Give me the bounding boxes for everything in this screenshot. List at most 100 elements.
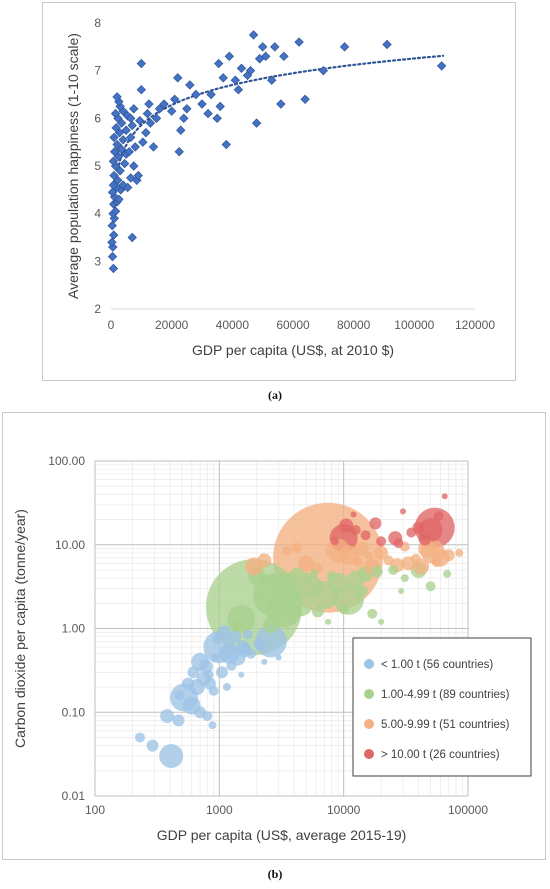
data-point [215, 101, 225, 112]
data-point [136, 85, 147, 95]
data-point [212, 113, 222, 124]
legend-label: > 10.00 t (26 countries) [381, 749, 500, 761]
data-point [130, 142, 140, 152]
y-tick-label: 100.00 [48, 454, 85, 468]
data-point [218, 73, 228, 83]
bubble-series-2 [300, 572, 313, 585]
bubble-series-3 [455, 548, 464, 557]
bubble-series-4 [393, 537, 404, 548]
data-point [151, 113, 162, 124]
data-point [179, 113, 189, 124]
data-point [112, 92, 122, 102]
bubble-series-1 [275, 654, 282, 661]
bubble-series-2 [338, 604, 349, 615]
bubble-series-1 [160, 709, 175, 724]
data-point [261, 51, 271, 62]
bubble-series-4 [350, 511, 357, 518]
legend-label: < 1.00 t (56 countries) [381, 659, 493, 671]
bubble-series-2 [398, 588, 405, 595]
legend-label: 1.00-4.99 t (89 countries) [381, 689, 510, 701]
bubble-series-2 [256, 590, 267, 601]
bubble-series-2 [388, 564, 399, 575]
bubble-series-1 [215, 666, 228, 679]
caption-b: (b) [267, 867, 283, 881]
data-point [248, 30, 259, 40]
data-point [159, 99, 169, 109]
data-point [124, 147, 134, 157]
bubble-series-3 [352, 557, 363, 568]
data-point [121, 125, 131, 135]
data-point [294, 37, 304, 47]
bubble-series-4 [433, 511, 444, 522]
bubble-series-3 [374, 545, 389, 560]
data-point [300, 94, 310, 104]
data-point [154, 104, 165, 114]
bubble-series-2 [260, 575, 273, 588]
data-point [276, 99, 286, 109]
data-point [224, 51, 234, 62]
y-tick-label: 0.10 [62, 705, 86, 719]
x-tick-label: 100000 [448, 803, 488, 817]
data-point [185, 80, 195, 90]
bubble-series-1 [174, 690, 185, 701]
bubble-series-2 [287, 613, 298, 624]
y-tick-label: 8 [94, 16, 101, 30]
bubble-series-2 [273, 611, 284, 622]
bubble-series-1 [159, 744, 184, 769]
data-point [203, 108, 213, 119]
data-point [166, 106, 177, 116]
bubble-series-2 [311, 605, 324, 618]
data-point [318, 65, 329, 76]
bubble-series-2 [310, 568, 319, 577]
y-tick-label: 1.00 [62, 622, 86, 636]
data-point [126, 132, 136, 143]
x-tick-label: 1000 [206, 803, 233, 817]
data-point [136, 58, 147, 69]
data-point [145, 118, 156, 128]
bubble-series-2 [284, 594, 295, 605]
legend-marker [364, 659, 374, 669]
data-point [110, 206, 121, 216]
legend-box [352, 637, 532, 777]
data-point [176, 125, 186, 135]
data-point [107, 220, 117, 231]
bubble-series-1 [242, 629, 253, 640]
bubble-series-1 [134, 732, 145, 743]
chart-b-svg: 100 1000 10000 100000 0.01 0.10 1.00 10.00 100.0… [12, 454, 532, 843]
data-point [148, 142, 159, 152]
bubble-series-4 [399, 508, 406, 515]
data-point [251, 118, 262, 128]
bubble-series-3 [383, 555, 394, 566]
data-point [138, 137, 148, 147]
bubble-series-4 [369, 517, 382, 530]
data-point [141, 127, 151, 138]
x-tick-label: 0 [108, 318, 115, 332]
data-point [107, 237, 117, 247]
x-tick-label: 120000 [455, 318, 495, 332]
y-tick-label: 0.01 [62, 789, 86, 803]
trendline [117, 54, 445, 167]
legend-marker [364, 749, 374, 759]
bubble-series-4 [376, 536, 387, 547]
data-point [382, 39, 392, 50]
data-point [257, 42, 268, 52]
bubble-series-1 [226, 660, 237, 671]
data-point [111, 123, 121, 133]
y-axis-title: Carbon dioxide per capita (tonne/year) [12, 509, 28, 748]
data-point [129, 161, 139, 171]
bubble-series-4 [330, 537, 339, 546]
bubble-series-2 [326, 571, 337, 582]
bubble-series-3 [291, 542, 302, 553]
data-point [213, 58, 224, 69]
data-point [118, 135, 128, 145]
bubble-series-4 [360, 530, 371, 541]
caption-a: (a) [268, 388, 282, 402]
data-point [191, 89, 201, 100]
bubble-series-1 [238, 671, 245, 678]
bubble-series-3 [257, 553, 272, 568]
data-point [221, 139, 231, 150]
data-point [119, 158, 130, 169]
bubble-series-1 [203, 669, 214, 680]
bubble-series-2 [370, 565, 383, 578]
bubble-series-2 [262, 617, 279, 634]
